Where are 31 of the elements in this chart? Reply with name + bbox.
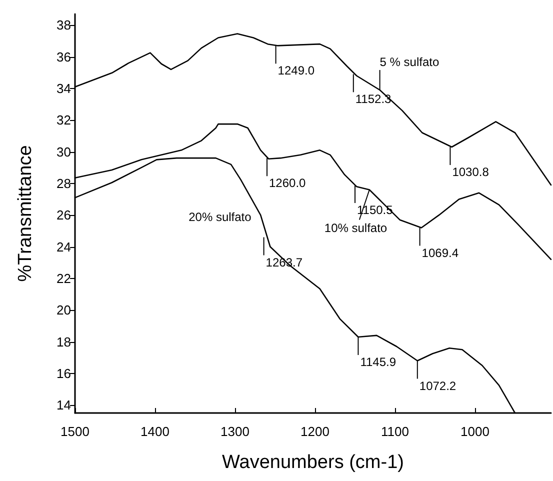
y-tick-label: 22 xyxy=(56,270,71,286)
y-tick-label: 32 xyxy=(56,112,71,128)
y-tick-label: 34 xyxy=(56,80,71,96)
annotation: 1260.0 xyxy=(269,176,306,190)
annotation: 1069.4 xyxy=(422,246,459,260)
x-axis-title: Wavenumbers (cm-1) xyxy=(222,452,404,473)
y-tick-label: 28 xyxy=(56,176,71,191)
series-label: 10% sulfato xyxy=(324,220,388,235)
y-tick-label: 16 xyxy=(56,366,71,381)
annotation: 1152.3 xyxy=(355,92,392,106)
y-tick-label: 18 xyxy=(56,334,71,350)
x-tick-label: 1000 xyxy=(460,424,490,439)
y-tick-label: 38 xyxy=(56,18,71,33)
series-label: 5 % sulfato xyxy=(380,55,440,69)
y-tick-label: 20 xyxy=(56,302,71,318)
y-tick-label: 14 xyxy=(56,398,71,413)
y-tick-label: 36 xyxy=(56,49,71,64)
annotation: 1249.0 xyxy=(278,64,315,78)
x-tick-label: 1100 xyxy=(381,424,409,439)
y-tick-label: 30 xyxy=(56,144,71,160)
x-tick-label: 1300 xyxy=(220,424,250,439)
y-axis-title: %Transmittance xyxy=(15,145,36,282)
x-tick-label: 1200 xyxy=(300,424,330,439)
y-tick-label: 26 xyxy=(56,208,71,223)
annotation: 1145.9 xyxy=(360,355,396,369)
y-tick-label: 24 xyxy=(56,239,71,254)
x-tick-label: 1400 xyxy=(140,424,170,439)
x-tick-label: 1500 xyxy=(60,424,90,439)
annotation: 1030.8 xyxy=(452,165,490,179)
series-label: 20% sulfato xyxy=(188,210,252,224)
annotation: 1072.2 xyxy=(419,378,456,393)
